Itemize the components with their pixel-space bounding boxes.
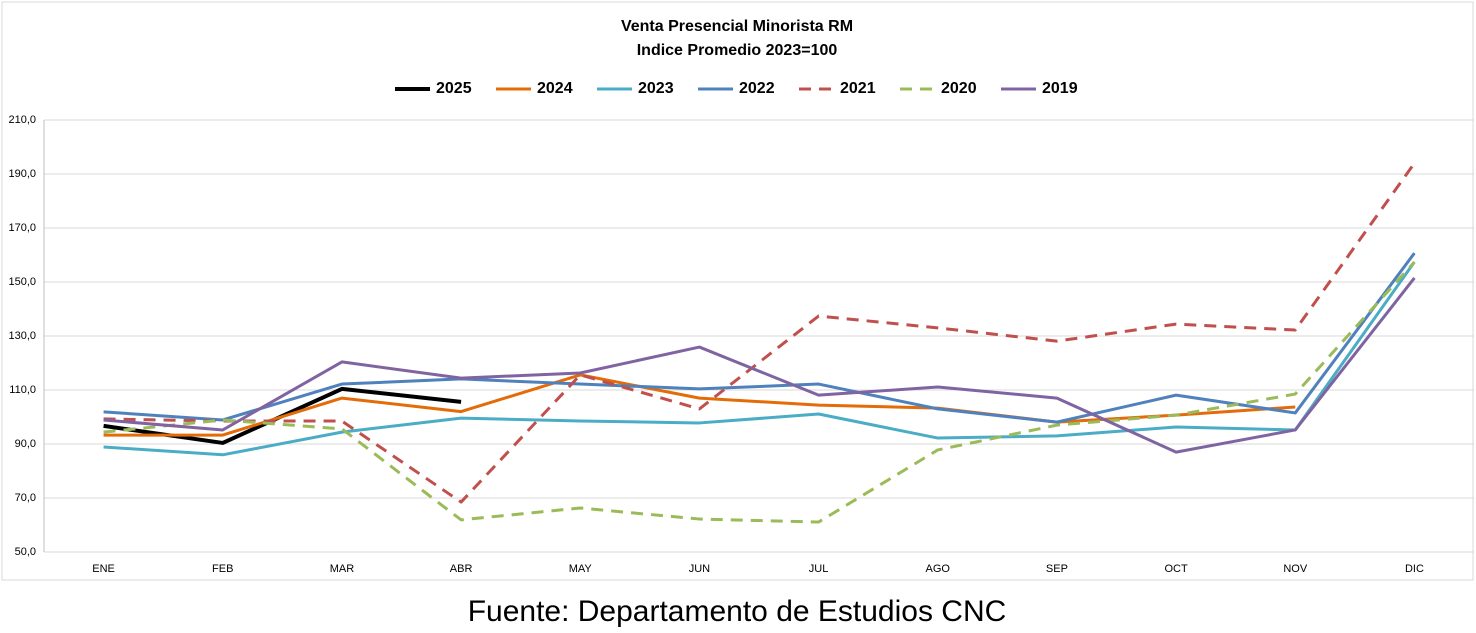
x-tick-label: SEP <box>1046 563 1068 575</box>
x-tick-label: DIC <box>1405 563 1424 575</box>
x-tick-label: JUN <box>689 563 710 575</box>
legend-label: 2022 <box>739 80 775 97</box>
series-line <box>103 277 1416 454</box>
x-tick-label: OCT <box>1164 563 1188 575</box>
series-line <box>103 261 1416 524</box>
chart-subtitle: Indice Promedio 2023=100 <box>637 42 838 59</box>
series-line <box>103 373 1296 437</box>
y-tick-label: 130,0 <box>8 330 36 342</box>
x-tick-label: MAY <box>569 563 593 575</box>
legend-label: 2024 <box>537 80 573 97</box>
series-line <box>103 261 1416 457</box>
y-tick-label: 210,0 <box>8 114 36 126</box>
y-tick-label: 50,0 <box>15 546 36 558</box>
x-tick-label: NOV <box>1283 563 1308 575</box>
chart-frame <box>1 1 1474 581</box>
x-tick-label: JUL <box>809 563 829 575</box>
y-tick-label: 170,0 <box>8 222 36 234</box>
legend-label: 2020 <box>941 80 977 97</box>
x-tick-label: AGO <box>926 563 951 575</box>
y-tick-label: 90,0 <box>15 438 36 450</box>
x-tick-label: ABR <box>450 563 473 575</box>
y-tick-label: 70,0 <box>15 492 36 504</box>
series-line <box>103 252 1416 424</box>
legend-label: 2021 <box>840 80 876 97</box>
legend-label: 2019 <box>1042 80 1078 97</box>
y-tick-label: 150,0 <box>8 276 36 288</box>
x-tick-label: MAR <box>330 563 355 575</box>
x-tick-label: FEB <box>212 563 233 575</box>
legend-label: 2025 <box>436 80 472 97</box>
y-tick-label: 110,0 <box>9 384 36 396</box>
chart-title: Venta Presencial Minorista RM <box>621 18 853 35</box>
y-tick-label: 190,0 <box>8 168 36 180</box>
source-note: Fuente: Departamento de Estudios CNC <box>468 595 1007 628</box>
series-line <box>103 162 1416 504</box>
legend-label: 2023 <box>638 80 674 97</box>
x-tick-label: ENE <box>92 563 115 575</box>
